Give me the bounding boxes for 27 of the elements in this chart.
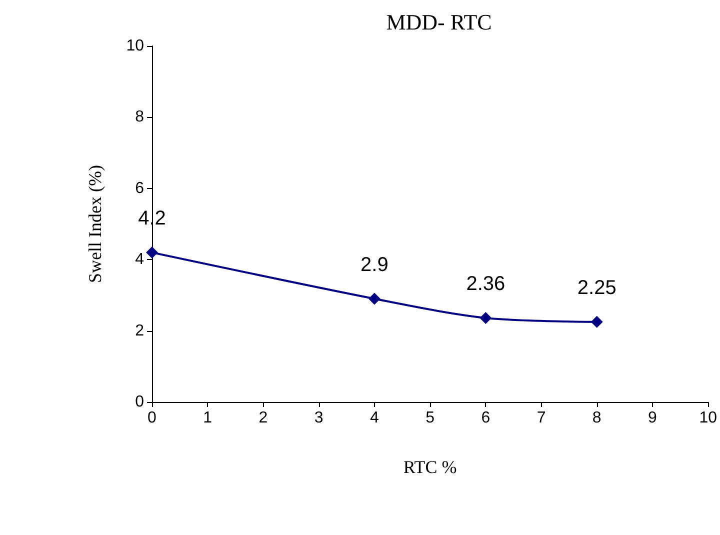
x-tick-label: 10: [699, 410, 718, 426]
y-tick-label: 10: [126, 38, 144, 54]
point: [590, 316, 603, 328]
x-tick-label: 8: [592, 410, 602, 426]
y-tick-label: 8: [135, 108, 144, 126]
x-tick-label: 1: [203, 410, 212, 426]
y-tick-label: 4: [135, 251, 144, 268]
y-tick-label: 2: [135, 322, 144, 340]
x-tick-label: 4: [370, 410, 379, 426]
x-tick-label: 6: [481, 410, 490, 426]
x-tick-label: 5: [426, 410, 435, 426]
point: [368, 292, 380, 305]
x-tick-label: 0: [148, 410, 157, 426]
point: [146, 246, 158, 258]
data-label: 2.9: [360, 254, 388, 276]
data-label: 2.36: [466, 272, 506, 295]
y-axis-title: Swell Index (%): [85, 165, 105, 283]
x-tick-label: 3: [314, 410, 324, 426]
x-tick-label: 2: [258, 410, 268, 426]
point: [480, 312, 492, 324]
data-label: 2.25: [577, 276, 616, 299]
x-tick-label: 9: [648, 410, 658, 426]
chart-title: MDD- RTC: [386, 10, 492, 34]
x-axis-title: RTC %: [403, 457, 457, 477]
y-tick-label: 6: [135, 180, 144, 197]
y-tick-label: 0: [135, 394, 144, 410]
x-tick-label: 7: [536, 410, 546, 426]
